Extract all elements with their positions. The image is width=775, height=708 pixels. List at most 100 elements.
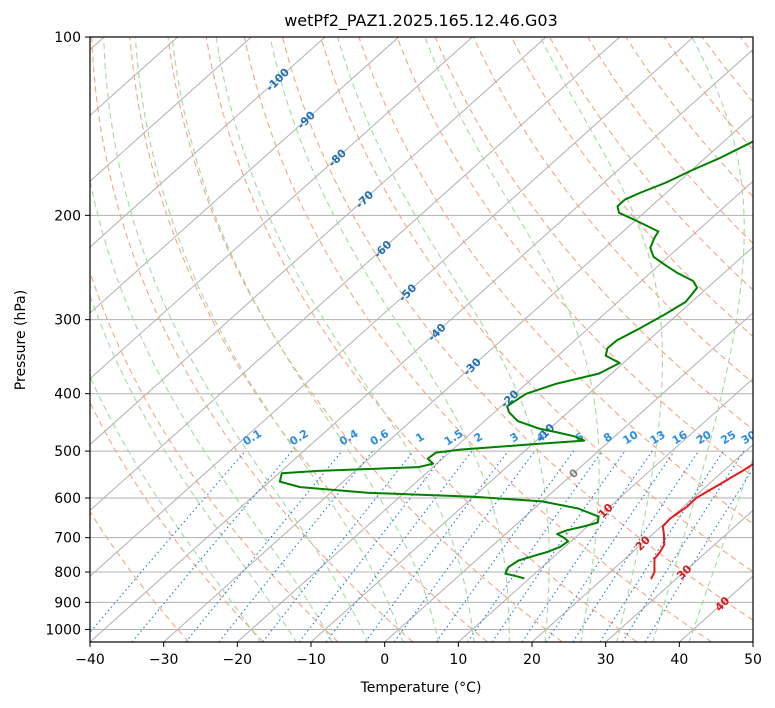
profile-series — [278, 140, 753, 580]
isotherm-line — [752, 641, 753, 642]
mixing-ratio-line — [131, 450, 293, 642]
dry-adiabat — [205, 37, 638, 642]
mixing-ratio-label: 1.5 — [442, 427, 465, 448]
x-tick-label: 0 — [380, 652, 389, 668]
dry-adiabat — [434, 37, 753, 431]
isotherm-line — [458, 378, 753, 642]
dry-adiabat — [320, 37, 753, 573]
mixing-ratio-label: 0.4 — [337, 427, 361, 449]
mixing-ratio-line — [364, 450, 509, 642]
x-tick-label: −30 — [149, 652, 179, 668]
mixing-ratio-label: 0.6 — [368, 427, 392, 449]
background-lines — [90, 24, 775, 642]
x-tick-label: 40 — [670, 652, 688, 668]
y-tick-label: 200 — [54, 208, 81, 224]
y-tick-label: 500 — [54, 444, 81, 460]
mixing-ratio-label: 2 — [472, 430, 485, 445]
moist-adiabat — [215, 37, 475, 642]
mixing-ratio-line — [521, 450, 653, 642]
mixing-ratio-label: 13 — [648, 428, 668, 447]
mixing-ratio-label: 36 — [760, 428, 775, 447]
moist-adiabat — [90, 177, 333, 642]
x-tick-label: 50 — [744, 652, 762, 668]
temperature-profile-line — [650, 462, 753, 580]
x-axis-label: Temperature (°C) — [360, 680, 482, 696]
y-tick-label: 800 — [54, 565, 81, 581]
dry-adiabat — [90, 510, 190, 642]
isotherm-line — [90, 37, 252, 182]
mixing-ratio-label: 0.2 — [287, 427, 310, 448]
dry-adiabat — [472, 37, 753, 384]
dry-adiabat — [167, 37, 563, 642]
moist-adiabat — [90, 375, 261, 642]
mixing-ratio-line — [545, 450, 675, 642]
isotherm-line — [90, 37, 473, 380]
isotherm-line — [237, 180, 753, 642]
moist-adiabat — [134, 37, 404, 642]
mixing-ratio-line — [185, 450, 343, 642]
mixing-ratio-line — [90, 450, 246, 634]
y-tick-label: 300 — [54, 313, 81, 329]
isotherm-line — [90, 37, 400, 314]
isotherm-line — [90, 37, 694, 577]
mixing-ratio-line — [467, 450, 603, 642]
plot-frame — [89, 36, 754, 643]
moist-adiabat — [688, 456, 753, 642]
isotherm-line — [310, 246, 753, 642]
mixing-ratio-label: 25 — [719, 428, 739, 447]
mixing-ratio-line — [262, 450, 414, 642]
dry-adiabat — [663, 37, 753, 151]
y-tick-label: 600 — [54, 491, 81, 507]
moist-adiabat — [424, 37, 600, 642]
dewpoint-profile-line — [278, 140, 753, 580]
dry-adiabat — [129, 37, 488, 642]
isotherm-line — [163, 114, 753, 642]
isotherm-line — [90, 48, 753, 642]
mixing-ratio-line — [621, 450, 745, 642]
mixing-ratio-label: 1 — [413, 430, 426, 445]
mixing-ratio-line — [644, 467, 753, 642]
isotherm-line — [531, 443, 753, 642]
isotherm-line — [679, 575, 753, 642]
moist-adiabat — [539, 37, 664, 642]
mixing-ratio-line — [393, 450, 536, 642]
mixing-ratio-line — [599, 450, 724, 642]
mixing-ratio-label: 16 — [670, 428, 690, 447]
y-tick-label: 900 — [54, 595, 81, 611]
mixing-ratio-line — [491, 450, 626, 642]
dry-adiabat — [91, 37, 414, 642]
mixing-ratio-label: 0.1 — [241, 427, 264, 448]
x-tick-label: −20 — [223, 652, 253, 668]
mixing-ratio-line — [325, 450, 473, 642]
isotherm-line — [90, 37, 547, 446]
mixing-ratio-label: 20 — [694, 428, 714, 447]
dry-adiabat — [90, 270, 339, 642]
x-tick-label: 30 — [597, 652, 615, 668]
y-axis-label: Pressure (hPa) — [13, 290, 29, 390]
axes: −40 −30 −20 −10 0 10 20 30 40 50 100 200 300 400 500 60… — [45, 30, 762, 668]
dry-adiabat — [243, 37, 713, 642]
mixing-ratio-label: 30 — [739, 428, 759, 447]
mixing-ratio-line — [218, 450, 374, 642]
y-tick-label: 700 — [54, 531, 81, 547]
mixing-ratio-line — [435, 450, 575, 642]
dry-adiabat — [358, 37, 753, 525]
isotherm-line — [90, 37, 621, 512]
mixing-ratio-line — [572, 450, 700, 642]
y-tick-label: 400 — [54, 387, 81, 403]
moist-adiabat — [652, 37, 745, 642]
chart-title: wetPf2_PAZ1.2025.165.12.46.G03 — [284, 11, 558, 31]
y-tick-label: 100 — [54, 30, 81, 46]
x-tick-label: −40 — [75, 652, 105, 668]
x-tick-label: 10 — [449, 652, 467, 668]
x-tick-label: −10 — [296, 652, 326, 668]
moist-adiabat — [103, 37, 369, 642]
isotherm-line — [605, 509, 753, 642]
dry-adiabat — [281, 37, 753, 621]
moist-adiabat — [269, 37, 510, 642]
mixing-ratio-label: 10 — [621, 428, 641, 447]
y-tick-label: 1000 — [45, 622, 81, 638]
dry-adiabat — [768, 24, 775, 642]
